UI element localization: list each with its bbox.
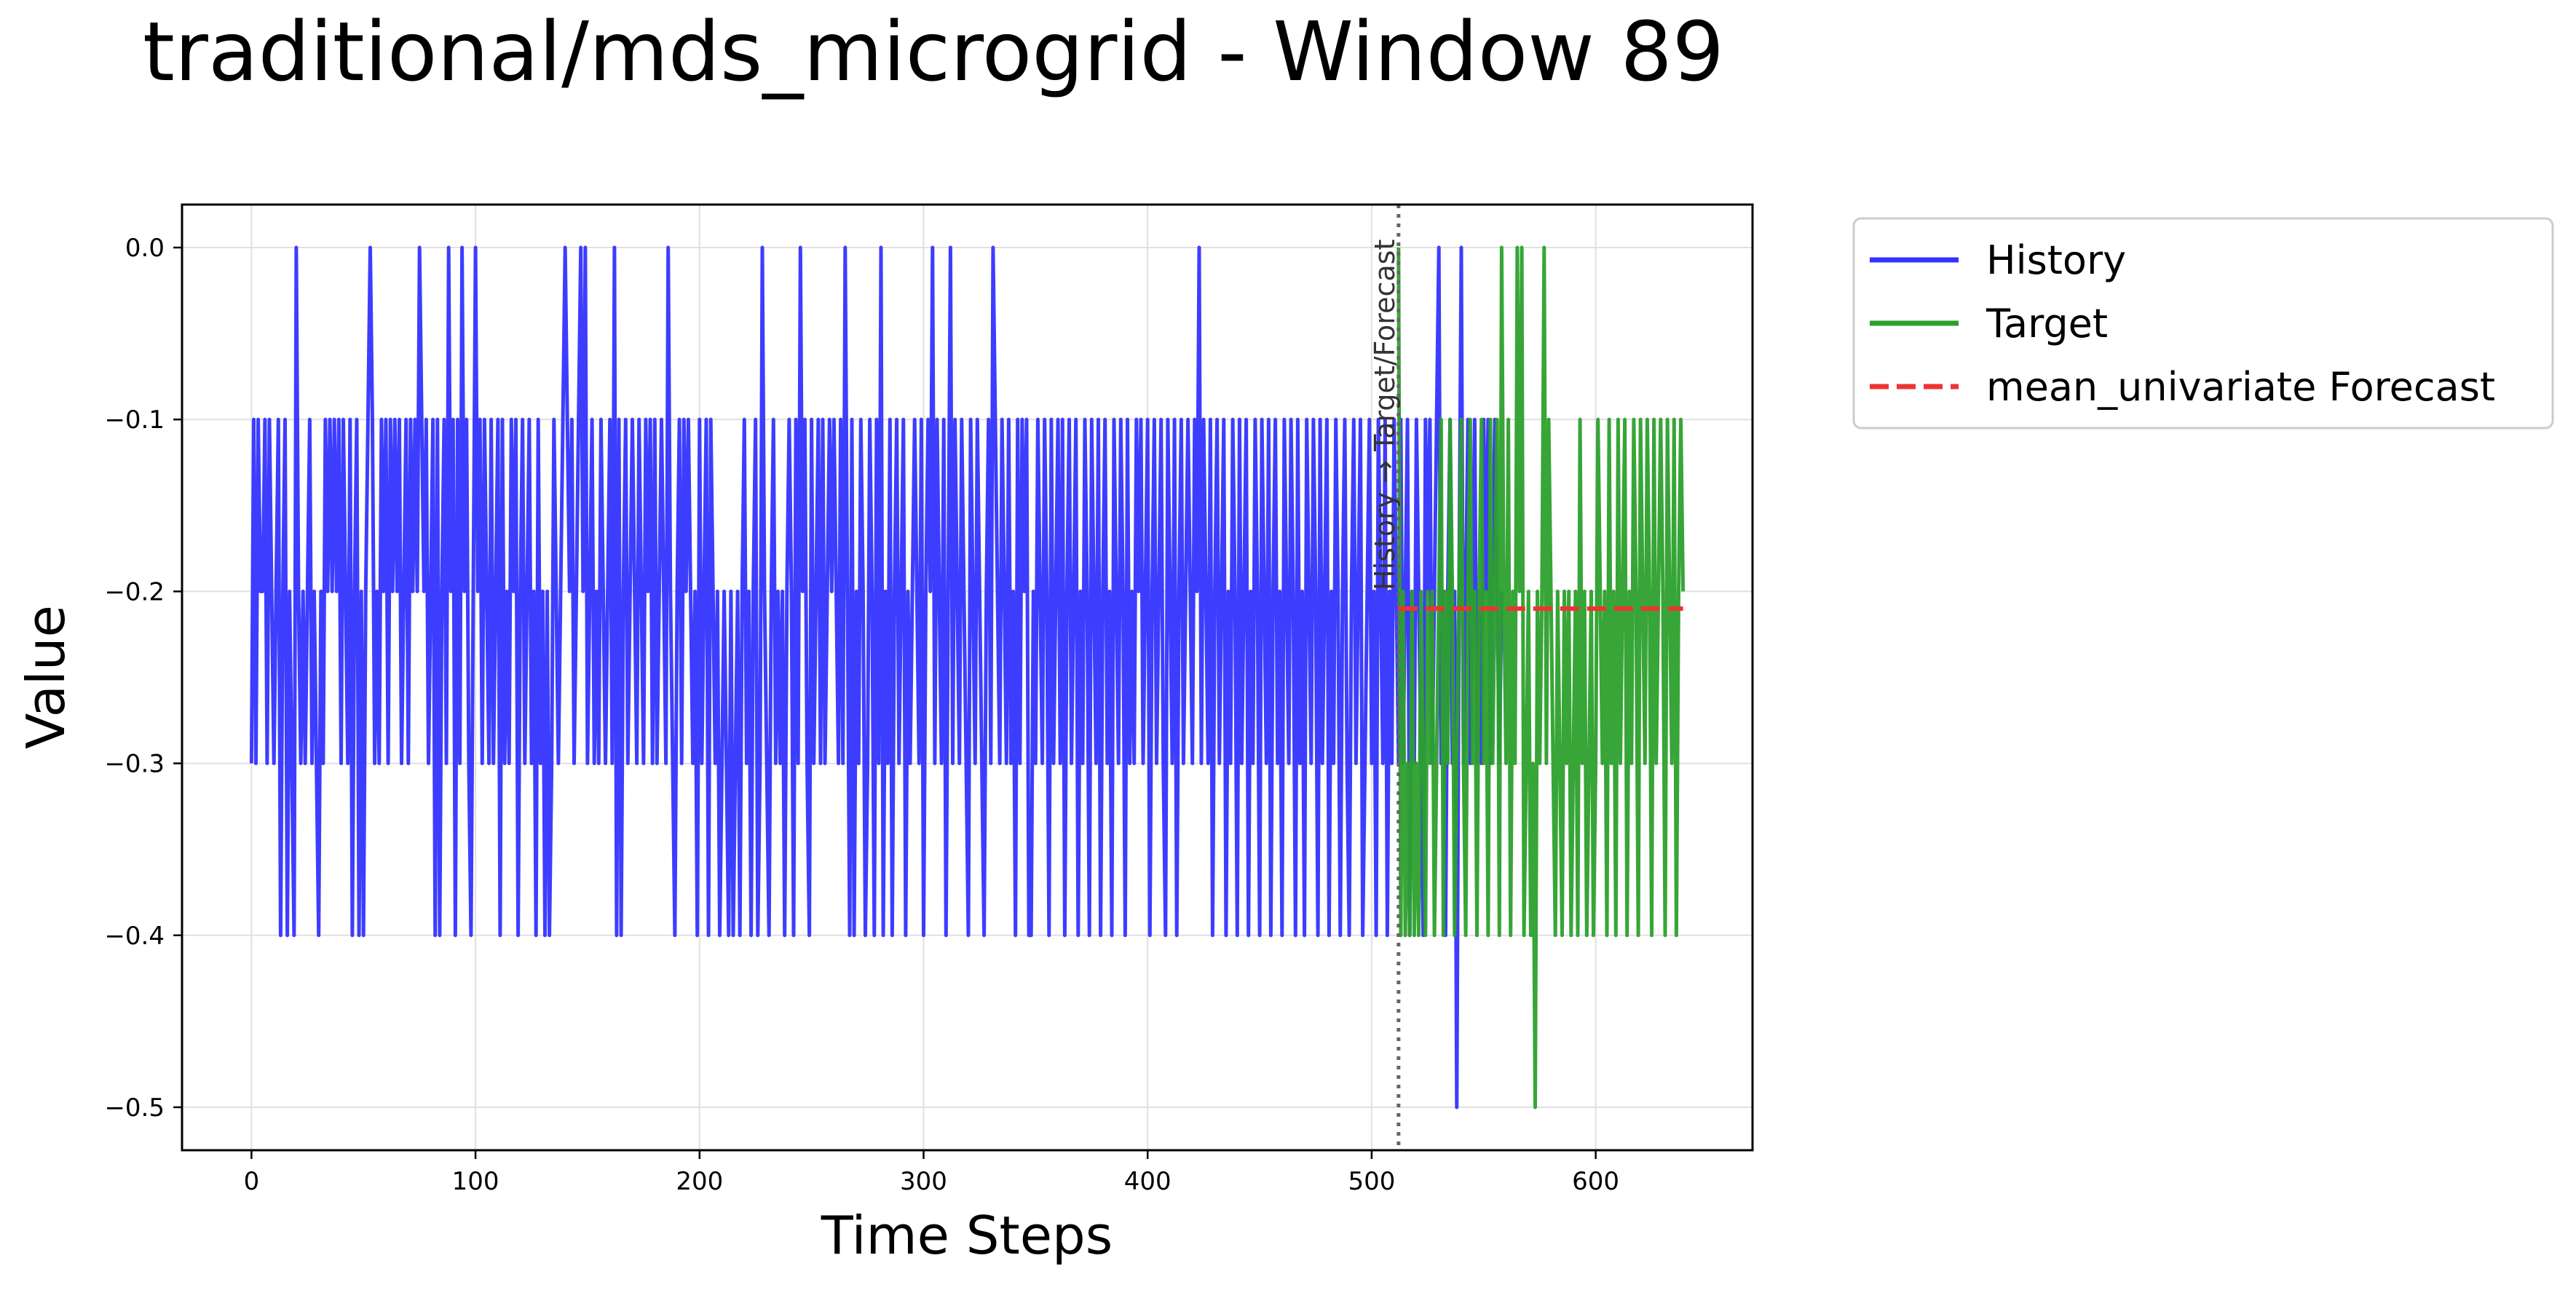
x-axis-label: Time Steps	[821, 1205, 1113, 1266]
legend-history-label: History	[1986, 237, 2126, 283]
series-layer	[249, 245, 1686, 1109]
series-line-target	[1396, 245, 1686, 1109]
y-tick-label: −0.4	[104, 922, 165, 951]
legend-frame	[1852, 217, 2554, 430]
divider-layer: History → Target/Forecast	[1369, 205, 1401, 1150]
chart-title: traditional/mds_microgrid - Window 89	[143, 5, 1724, 100]
y-axis-label: Value	[15, 605, 76, 749]
y-tick-label: −0.3	[104, 750, 165, 779]
y-tick-label: −0.5	[104, 1093, 165, 1123]
divider-label: History → Target/Forecast	[1369, 240, 1401, 590]
plot-frame	[181, 203, 1754, 1152]
x-tick-label: 500	[1348, 1167, 1395, 1196]
legend-forecast-label: mean_univariate Forecast	[1986, 364, 2495, 410]
series-line-history	[249, 245, 1504, 1109]
y-axis-ticks: 0.0 −0.1 −0.2 −0.3 −0.4 −0.5	[104, 234, 182, 1123]
y-tick-label: −0.2	[104, 577, 165, 606]
x-tick-label: 400	[1124, 1167, 1172, 1196]
x-tick-label: 100	[452, 1167, 499, 1196]
y-tick-label: 0.0	[125, 234, 165, 263]
x-tick-label: 600	[1572, 1167, 1619, 1196]
x-tick-label: 0	[244, 1167, 260, 1196]
x-tick-label: 200	[676, 1167, 723, 1196]
legend: History Target mean_univariate Forecast	[1852, 217, 2554, 430]
legend-target-label: Target	[1986, 301, 2108, 347]
x-tick-label: 300	[900, 1167, 947, 1196]
x-axis-ticks: 0 100 200 300 400 500 600	[244, 1150, 1619, 1196]
y-tick-label: −0.1	[104, 405, 165, 435]
